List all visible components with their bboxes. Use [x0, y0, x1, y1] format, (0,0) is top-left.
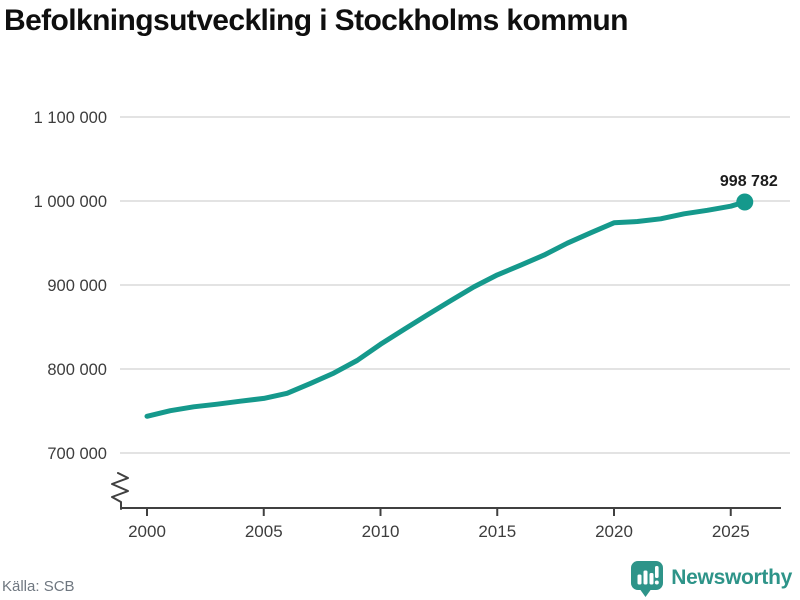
newsworthy-brand-label: Newsworthy — [671, 566, 792, 589]
x-axis-tick-label: 2015 — [478, 522, 516, 541]
newsworthy-logo: Newsworthy — [630, 558, 792, 598]
y-axis-tick-label: 700 000 — [47, 445, 107, 463]
y-axis-tick-label: 900 000 — [47, 277, 107, 295]
y-axis-tick-label: 1 100 000 — [34, 109, 107, 127]
y-axis-tick-label: 1 000 000 — [34, 193, 107, 211]
chart-title: Befolkningsutveckling i Stockholms kommu… — [4, 4, 628, 37]
y-axis-break — [111, 472, 129, 510]
end-point-dot — [736, 193, 754, 211]
end-point-value-label: 998 782 — [720, 173, 778, 190]
y-axis-tick-label: 800 000 — [47, 361, 107, 379]
x-axis-tick-label: 2025 — [712, 522, 750, 541]
source-label: Källa: SCB — [2, 578, 75, 595]
newsworthy-logo-icon — [631, 561, 664, 597]
x-axis-tick-label: 2020 — [595, 522, 633, 541]
x-axis-tick-label: 2000 — [128, 522, 166, 541]
x-axis-tick-label: 2005 — [245, 522, 283, 541]
x-axis-tick-label: 2010 — [362, 522, 400, 541]
population-line — [144, 199, 748, 419]
